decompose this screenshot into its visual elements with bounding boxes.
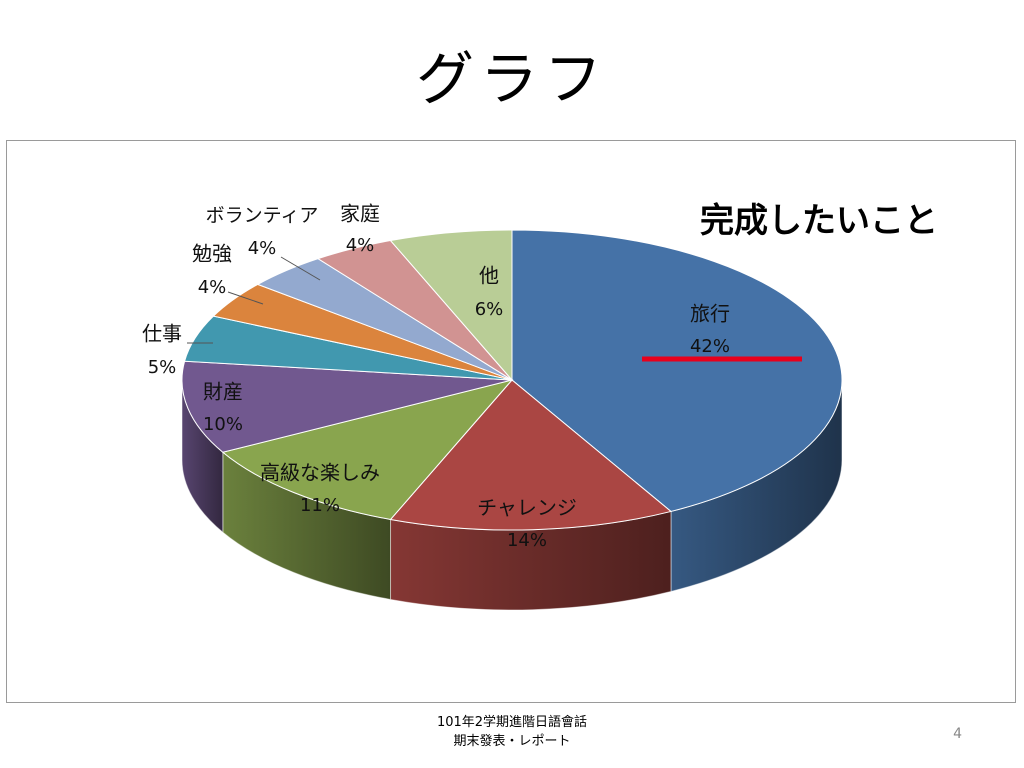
pie-slice-0 (511, 229, 843, 512)
slice-category-label-5: 勉強 (192, 242, 232, 266)
pie-slice-3 (181, 360, 513, 453)
page-number: 4 (953, 726, 962, 742)
slice-category-label-4: 仕事 (142, 322, 182, 346)
pie-slice-8 (389, 229, 513, 382)
slice-value-label-2: 11% (300, 495, 340, 516)
leader-line-5 (227, 291, 264, 305)
slice-category-label-3: 財産 (203, 380, 243, 404)
slice-value-label-6: 4% (248, 238, 277, 259)
slice-value-label-4: 5% (148, 357, 177, 378)
footer-line-2: 期末發表・レポート (453, 734, 571, 749)
slice-value-label-0: 42% (690, 336, 730, 357)
slice-category-label-1: チャレンジ (477, 496, 577, 520)
pie-slice-1 (389, 379, 673, 531)
slice-category-label-6: ボランティア (206, 205, 319, 227)
slide-title: グラフ (415, 45, 608, 113)
slice-category-label-2: 高級な楽しみ (260, 461, 380, 485)
pie-slice-2 (221, 379, 514, 521)
footer-line-1: 101年2学期進階日語會話 (436, 715, 588, 730)
slice-value-label-3: 10% (203, 414, 243, 435)
slice-category-label-8: 他 (479, 264, 499, 288)
slice-value-label-5: 4% (198, 277, 227, 298)
slice-category-label-0: 旅行 (690, 302, 730, 326)
chart-frame (6, 140, 1016, 703)
slice-value-label-7: 4% (346, 235, 375, 256)
chart-title: 完成したいこと (700, 201, 938, 241)
slice-value-label-8: 6% (475, 299, 504, 320)
slice-category-label-7: 家庭 (340, 202, 380, 226)
slice-value-label-1: 14% (507, 530, 547, 551)
leader-line-6 (280, 256, 321, 281)
footer: 101年2学期進階日語會話 期末發表・レポート (412, 713, 612, 751)
